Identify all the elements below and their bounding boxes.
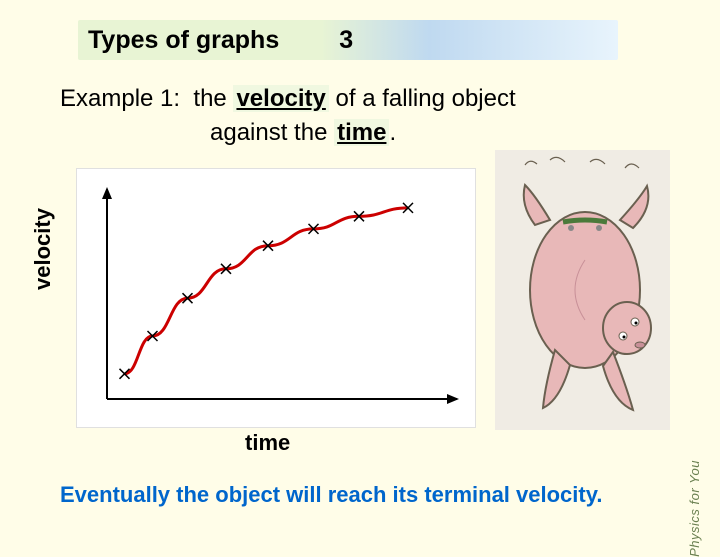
y-axis-label: velocity xyxy=(30,208,56,290)
title-bar: Types of graphs 3 xyxy=(78,20,618,60)
highlight-velocity: velocity xyxy=(233,85,328,112)
example-text: Example 1: the velocity of a falling obj… xyxy=(60,82,640,149)
example-seg1: the xyxy=(193,85,226,112)
x-axis-label: time xyxy=(245,430,290,456)
credit-text: Physics for You xyxy=(687,460,702,557)
illustration-svg xyxy=(495,150,670,430)
falling-figure-illustration xyxy=(495,150,670,430)
chart-svg xyxy=(77,169,477,429)
example-seg3: against the xyxy=(210,119,327,146)
highlight-time: time xyxy=(334,119,389,146)
footer-caption: Eventually the object will reach its ter… xyxy=(60,482,660,508)
title-number: 3 xyxy=(339,26,353,55)
velocity-time-chart xyxy=(76,168,476,428)
example-period: . xyxy=(389,119,396,146)
title-text: Types of graphs xyxy=(78,26,279,55)
example-prefix: Example 1: xyxy=(60,85,187,112)
example-seg2: of a falling object xyxy=(336,85,516,112)
